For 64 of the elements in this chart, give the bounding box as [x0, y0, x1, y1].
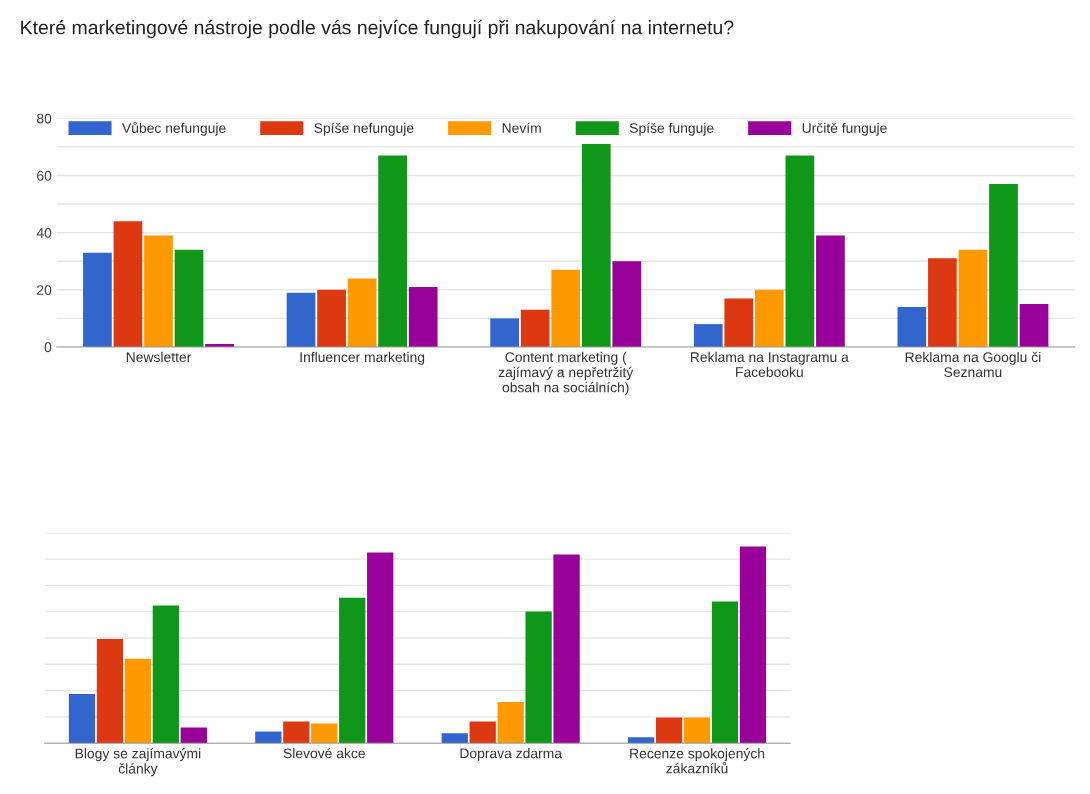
bar: [283, 721, 310, 744]
bar: [581, 144, 611, 347]
bar: [441, 733, 468, 744]
bar: [367, 552, 394, 744]
bar: [339, 597, 366, 744]
bar: [68, 694, 96, 744]
x-tick-label: Slevové akce: [283, 747, 365, 759]
bar: [525, 611, 552, 744]
legend-label: Nevím: [502, 122, 541, 133]
bar: [152, 605, 179, 744]
x-tick-label: Blogy se zajímavými články: [75, 748, 201, 777]
legend-label: Vůbec nefunguje: [122, 121, 226, 136]
bar: [347, 278, 377, 347]
bar: [255, 731, 282, 744]
bar: [683, 717, 711, 744]
y-tick-label: 20: [37, 285, 52, 295]
bar: [754, 289, 784, 347]
bar: [655, 717, 683, 744]
bar: [378, 155, 407, 347]
bar: [1019, 304, 1049, 347]
bar: [96, 638, 124, 744]
chart-title: Které marketingové nástroje podle vás nejvíce fungují při nakupování na internetu?: [21, 19, 734, 39]
x-tick-label: Recenze spokojených zákazníků: [630, 748, 765, 774]
bar: [469, 721, 496, 744]
bar: [311, 723, 338, 744]
bar: [286, 292, 316, 347]
bar: [408, 286, 438, 347]
x-tick-label: Newsletter: [126, 351, 192, 363]
bar: [612, 261, 642, 347]
bar: [724, 298, 754, 347]
legend-label: Určitě funguje: [802, 122, 887, 136]
bar: [497, 701, 524, 744]
y-tick-label: 0: [44, 342, 52, 353]
bar: [958, 249, 988, 347]
bar: [711, 601, 739, 744]
y-tick-label: 60: [37, 170, 52, 181]
legend-label: Spíše funguje: [629, 122, 714, 136]
bar: [144, 235, 173, 347]
bar: [897, 306, 927, 347]
x-tick-label: Content marketing ( zajímavý a nepřetržitý obsah na sociálních): [498, 351, 634, 396]
bar: [317, 289, 346, 347]
bar: [83, 252, 112, 347]
bar: [628, 737, 655, 744]
bar: [520, 309, 550, 347]
bar: [113, 221, 143, 347]
bar: [816, 235, 845, 347]
bar: [551, 269, 581, 347]
x-tick-label: Influencer marketing: [300, 351, 425, 365]
bar: [928, 258, 957, 347]
bar: [553, 554, 580, 744]
bar: [124, 658, 152, 744]
bar: [174, 249, 204, 347]
x-tick-label: Reklama na Googlu či Seznamu: [905, 351, 1041, 378]
legend-label: Spíše nefunguje: [314, 122, 414, 136]
bar: [989, 184, 1018, 347]
y-tick-label: 40: [36, 227, 52, 238]
bar: [490, 318, 519, 347]
x-tick-label: Doprava zdarma: [460, 748, 562, 761]
bar: [785, 155, 815, 347]
bar: [180, 727, 207, 744]
x-tick-label: Reklama na Instagramu a Facebooku: [690, 351, 849, 377]
bar: [739, 546, 767, 744]
bar: [693, 324, 723, 347]
y-tick-label: 80: [36, 113, 52, 124]
